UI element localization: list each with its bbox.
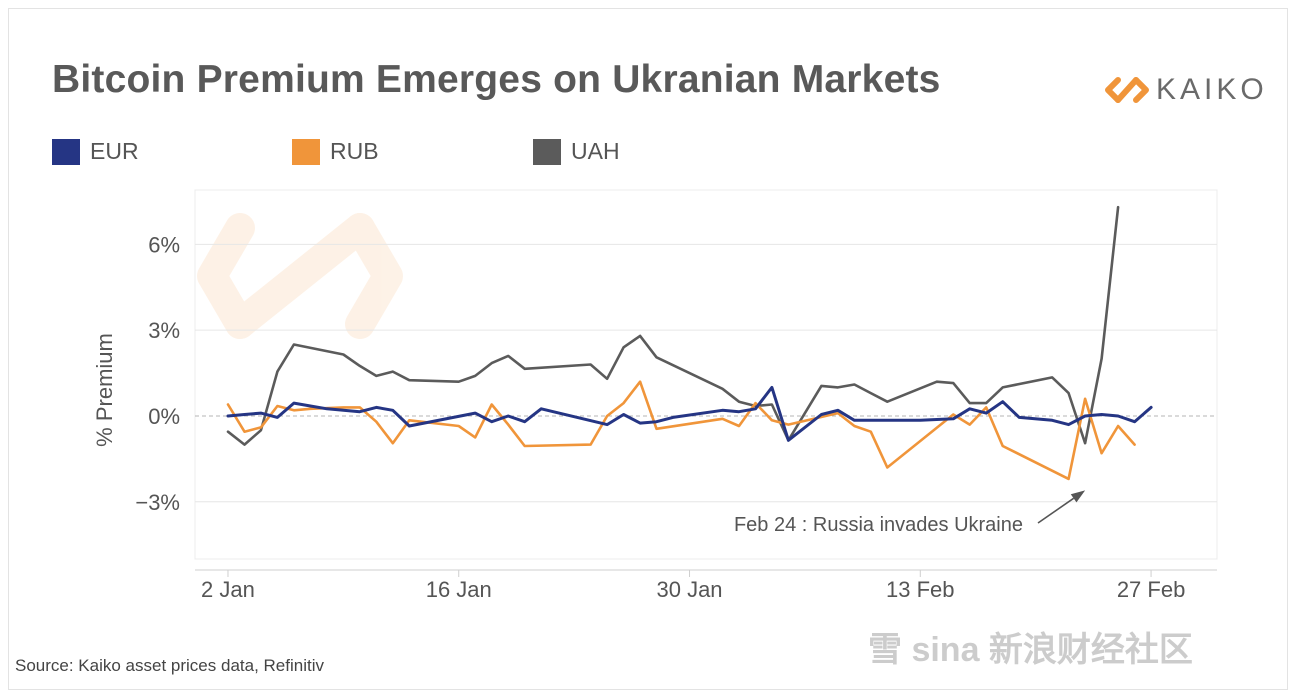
y-tick-label: 3% (148, 318, 180, 343)
kaiko-logo: KAIKO (1104, 70, 1268, 110)
legend-label-eur: EUR (90, 138, 139, 164)
legend-item-eur: EUR (52, 138, 139, 165)
annotation-text: Feb 24 : Russia invades Ukraine (734, 514, 1023, 536)
series-line-rub (226, 380, 1136, 481)
grid-lines (195, 243, 1217, 503)
series-line-eur (226, 385, 1153, 442)
chart-title: Bitcoin Premium Emerges on Ukranian Mark… (52, 58, 941, 101)
annotation-arrow (1037, 497, 1075, 524)
y-tick-label: 0% (148, 404, 180, 429)
x-tick-label: 16 Jan (426, 577, 492, 602)
kaiko-logo-icon (1105, 77, 1149, 103)
x-tick-label: 13 Feb (886, 577, 955, 602)
legend-item-uah: UAH (533, 138, 620, 165)
series-line-uah (226, 205, 1120, 446)
legend-swatch-eur (52, 138, 80, 165)
legend-label-rub: RUB (330, 138, 379, 164)
legend-item-rub: RUB (292, 138, 379, 165)
x-tick-label: 27 Feb (1117, 577, 1186, 602)
legend-label-uah: UAH (571, 138, 620, 164)
logo-text: KAIKO (1156, 73, 1268, 106)
sina-watermark: 雪 sina 新浪财经社区 (868, 631, 1193, 669)
background-logo-watermark (197, 213, 403, 339)
y-axis-label: % Premium (92, 333, 117, 447)
x-tick-label: 30 Jan (656, 577, 722, 602)
y-axis-ticks: 6% 3% 0% −3% (135, 232, 180, 514)
legend-swatch-uah (533, 138, 561, 165)
annotation: Feb 24 : Russia invades Ukraine (734, 490, 1086, 536)
x-axis-ticks: 2 Jan 16 Jan 30 Jan 13 Feb 27 Feb (195, 569, 1217, 602)
source-note: Source: Kaiko asset prices data, Refinit… (15, 656, 324, 675)
chart-frame (8, 8, 1288, 690)
x-tick-label: 2 Jan (201, 577, 255, 602)
y-tick-label: 6% (148, 232, 180, 257)
plot-area (194, 189, 1218, 560)
legend-swatch-rub (292, 138, 320, 165)
legend: EUR RUB UAH (0, 138, 1296, 168)
annotation-arrowhead (1070, 490, 1086, 503)
series-lines (226, 205, 1153, 481)
plot-border (194, 189, 1218, 560)
y-tick-label: −3% (135, 490, 180, 515)
